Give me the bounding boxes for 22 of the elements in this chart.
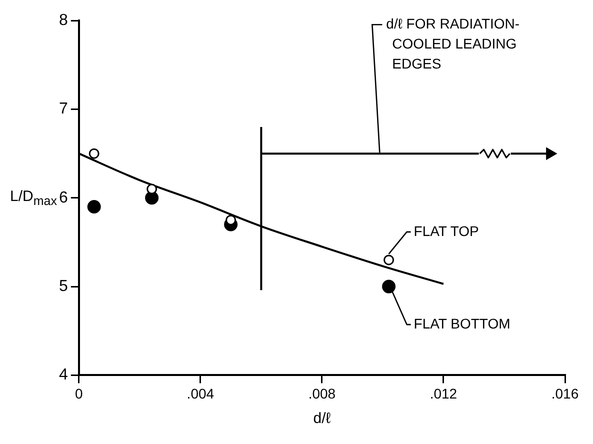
point (146, 184, 158, 194)
x-tick-label: .012 (430, 385, 458, 402)
x-tick-label: .016 (551, 385, 579, 402)
y-tick-label: 4 (58, 366, 68, 384)
y-tick-label: 5 (58, 278, 68, 295)
x-tick-label: .008 (308, 385, 336, 402)
point (382, 280, 396, 294)
text: FLAT BOTTOM (414, 315, 510, 332)
y-tick-label: 8 (58, 12, 68, 30)
x-tick-label: 0 (75, 385, 83, 402)
y-tick-label: 6 (58, 189, 68, 206)
y-tick-label: 7 (58, 100, 68, 118)
y-axis-title: L/D$_{max}$ (10, 188, 57, 208)
x-tick-label: .004 (186, 385, 214, 402)
annotation: d/ℓ FOR RADIATION-COOLED LEADING EDGES (386, 15, 520, 72)
point (384, 254, 394, 266)
text: FLAT TOP (414, 222, 479, 239)
point (87, 200, 101, 214)
point (88, 148, 100, 159)
point (226, 214, 236, 226)
point (145, 191, 159, 205)
x-axis-title: d/ℓ (313, 410, 331, 428)
